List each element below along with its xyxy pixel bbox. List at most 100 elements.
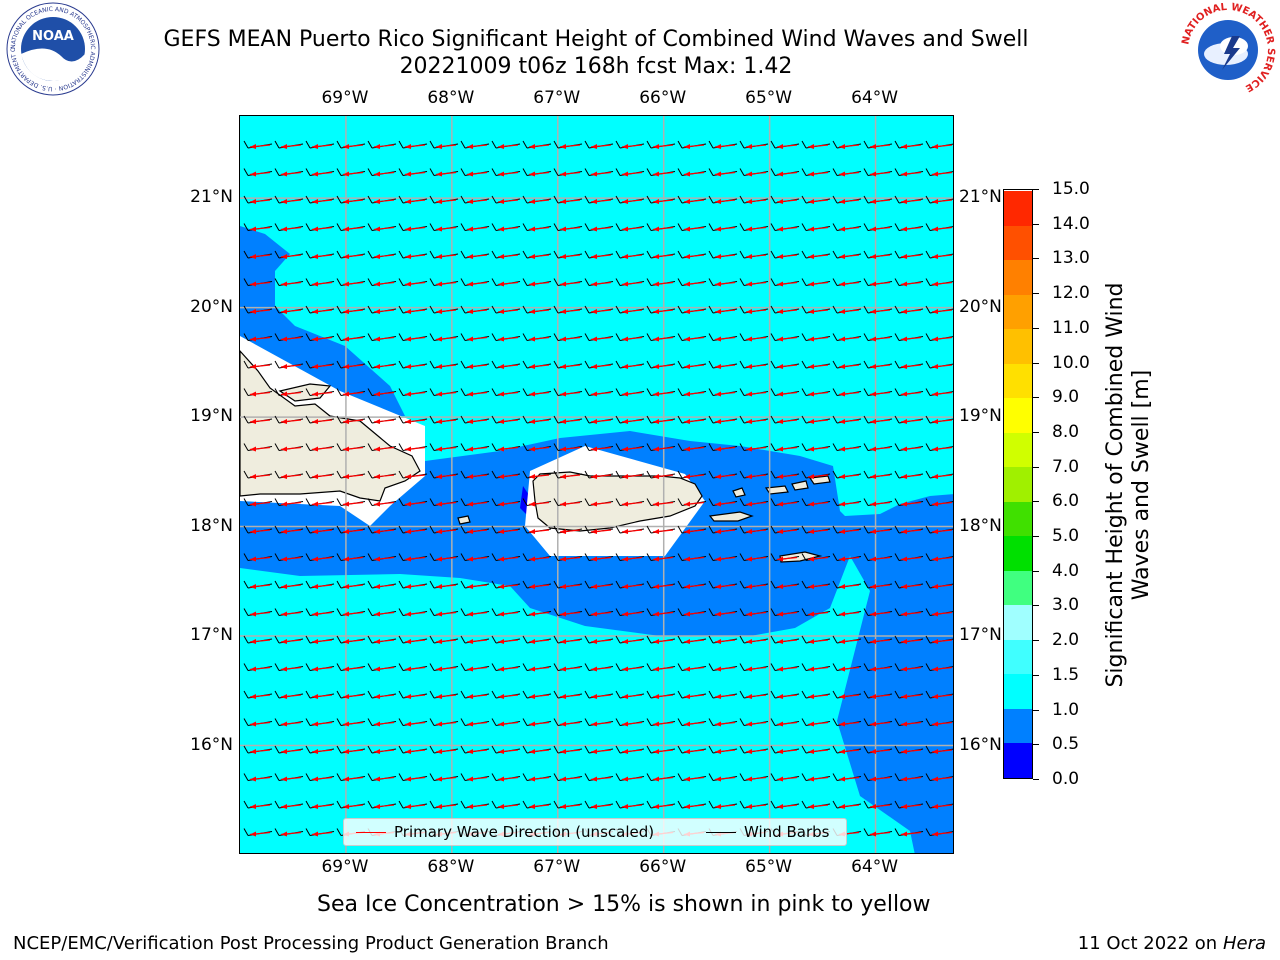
wave-arrow [832,360,862,369]
wind-barb-flag [398,140,404,149]
wind-barb-flag [863,663,869,671]
wave-direction-head [839,226,845,232]
land-vieques [708,511,754,522]
wind-barb-flag [522,498,528,506]
colorbar-segment [1004,363,1032,399]
wind-barb-flag [863,608,869,616]
legend-label: Wind Barbs [744,823,830,841]
map-area[interactable] [239,115,954,854]
lat-label-right: 21°N [959,187,1002,208]
wave-arrow [894,828,924,837]
wind-barb-flag [894,525,900,534]
wind-barb-flag [491,415,497,424]
wind-barb-flag [770,305,776,314]
wave-direction-head [312,226,318,232]
wind-barb-flag [336,195,342,204]
wind-barb-flag [646,635,652,644]
wind-barb-flag [522,278,528,286]
wave-arrow [801,745,831,754]
wave-direction-head [405,419,411,424]
wave-arrow [646,415,676,424]
wave-direction-head [498,584,504,589]
wind-barb-flag [522,745,528,754]
wave-direction-head [374,721,380,727]
wave-arrow [398,690,428,699]
wave-direction-head [932,556,938,562]
wave-direction-head [622,171,628,177]
wind-barb-flag [894,745,900,754]
wave-arrow [274,443,304,452]
wave-direction-head [498,336,504,342]
wave-arrow [863,828,893,837]
wind-barb-flag [336,388,342,396]
wave-arrow [522,140,552,149]
wave-direction-head [715,336,721,342]
wave-direction-head [250,474,256,479]
wave-arrow [305,773,335,782]
land-hispaniola [240,350,421,502]
wave-arrow [770,223,800,232]
wave-arrow [832,553,862,562]
wave-arrow [553,745,583,754]
wind-barb-flag [801,498,807,506]
wave-direction-head [622,776,628,782]
wave-arrow [274,470,304,479]
wave-arrow [863,443,893,452]
wave-direction-head [560,419,566,424]
wind-barb-flag [925,498,931,506]
colorbar-segment [1004,225,1032,261]
wind-barb-flag [863,360,869,369]
wave-direction-head [932,831,938,837]
wave-direction-head [932,144,938,149]
wave-arrow [584,140,614,149]
wave-direction-head [312,556,318,562]
wind-barb-flag [429,195,435,204]
wave-arrow [615,168,645,177]
wave-arrow [677,223,707,232]
wind-barb-flag [584,360,590,369]
wave-direction-head [250,611,256,617]
wind-barb-flag [553,443,559,451]
wave-arrow [367,745,397,754]
wave-direction-head [560,391,566,397]
wave-direction-head [653,584,659,589]
wave-arrow [708,168,738,177]
wave-direction-head [653,694,659,699]
wave-arrow [677,498,707,507]
wind-barb-flag [491,635,497,644]
wave-arrow [522,663,552,672]
wave-arrow [584,553,614,562]
wave-direction-head [870,694,876,699]
wave-arrow [305,663,335,672]
wave-arrow [429,663,459,672]
wave-direction-head [870,226,876,232]
wave-direction-head [808,419,814,424]
wave-arrow [584,360,614,369]
wave-direction-head [529,226,535,232]
wave-arrow [894,443,924,452]
wave-direction-head [622,281,628,287]
wave-arrow [491,635,521,644]
wave-arrow [894,333,924,342]
wave-arrow [739,250,769,259]
wave-arrow [522,470,552,479]
wave-direction-head [839,391,845,397]
wave-direction-head [808,391,814,397]
wave-arrow [274,663,304,672]
wave-arrow [460,498,490,507]
wave-direction-head [343,529,349,534]
wave-arrow [739,635,769,644]
wave-direction-head [591,281,597,287]
wave-arrow [553,800,583,809]
wave-direction-head [281,281,287,287]
wave-direction-head [715,309,721,314]
wave-arrow [770,800,800,809]
wave-direction-head [901,501,907,507]
wind-barb-flag [584,470,590,479]
wave-arrow [274,800,304,809]
wave-arrow [615,223,645,232]
wave-arrow [367,250,397,259]
wave-arrow [894,580,924,589]
wind-barb-flag [429,443,435,451]
wind-barb-flag [243,718,249,726]
